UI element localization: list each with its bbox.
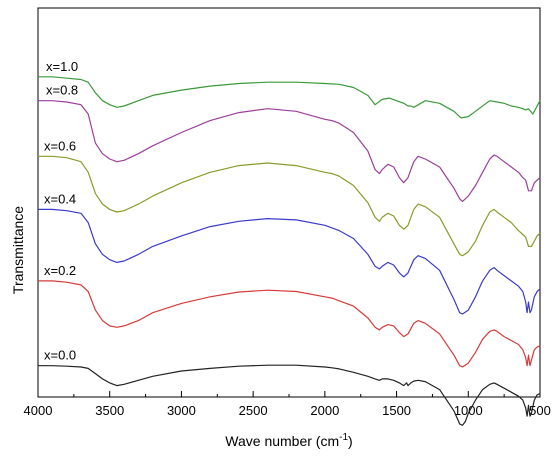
y-axis-title: Transmittance [10,206,26,294]
series-label: x=0.8 [46,83,78,98]
series-line-x-0-0 [38,364,541,426]
x-tick-label: 500 [529,403,551,418]
series-line-x-0-4 [38,208,541,315]
series-line-x-1-0 [38,76,541,119]
series-label: x=0.0 [44,348,76,363]
x-tick-label: 3000 [167,403,196,418]
x-axis-title: Wave number (cm-1) [225,432,352,449]
series-label: x=0.2 [44,263,76,278]
x-tick-label: 2500 [239,403,268,418]
x-axis-tick-labels: 4000 3500 3000 2500 2000 1500 1000 500 [24,403,551,418]
series-lines [38,76,541,426]
x-axis-ticks [37,391,541,397]
series-label: x=0.6 [44,138,76,153]
series-line-x-0-8 [38,100,541,202]
x-tick-label: 1500 [382,403,411,418]
series-labels: x=1.0 x=0.8 x=0.6 x=0.4 x=0.2 x=0.0 [44,59,78,363]
x-tick-label: 4000 [24,403,53,418]
x-tick-label: 3500 [95,403,124,418]
x-tick-label: 1000 [454,403,483,418]
series-label: x=1.0 [46,59,78,74]
plot-frame [37,7,541,398]
series-label: x=0.4 [44,191,76,206]
series-line-x-0-2 [38,280,541,368]
x-tick-label: 2000 [310,403,339,418]
series-line-x-0-6 [38,155,541,257]
